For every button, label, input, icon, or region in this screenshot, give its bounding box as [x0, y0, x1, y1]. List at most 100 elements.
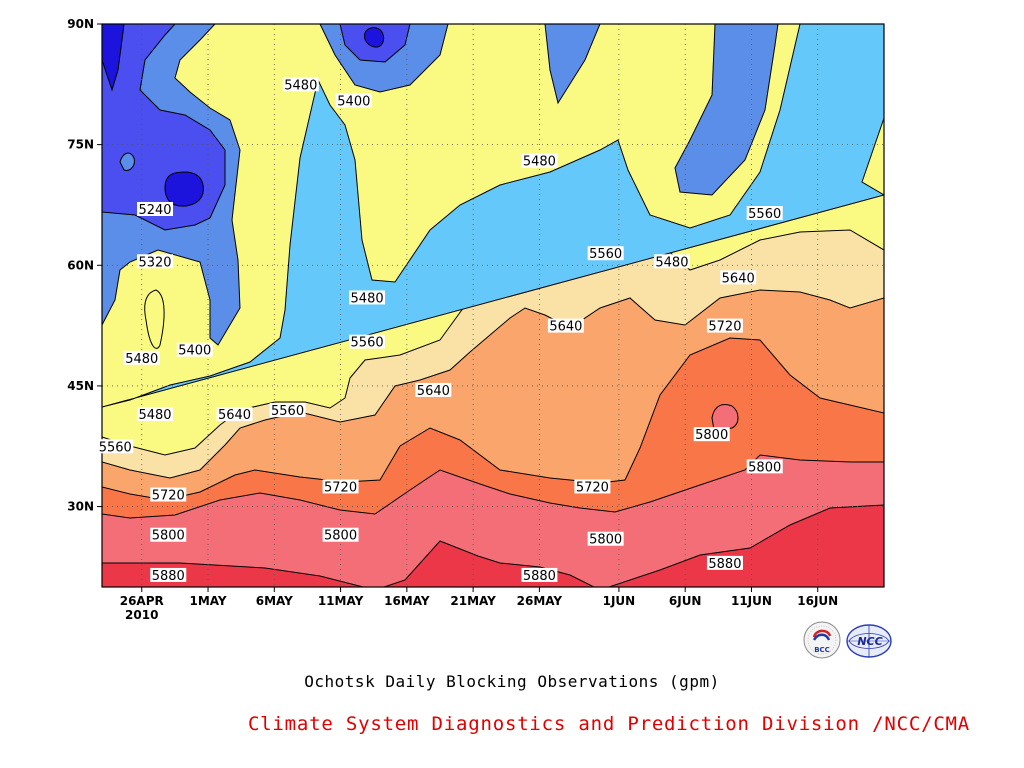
x-year-label: 2010	[125, 608, 158, 622]
contour-label-box	[547, 318, 584, 333]
contour-label: 5800	[150, 527, 187, 544]
small-5320-patch	[119, 152, 135, 171]
contour-label: 5480	[653, 254, 690, 270]
contour-label: 5720	[574, 479, 611, 495]
contour-label: 5640	[720, 270, 757, 286]
region-5320-5400-top-right	[544, 24, 601, 105]
contour-label: 5640	[216, 407, 253, 423]
contour-label-text: 5720	[324, 480, 357, 495]
contour-label-box	[706, 318, 743, 333]
contour-label: 5800	[587, 531, 624, 548]
contour-label-text: 5480	[655, 255, 688, 270]
x-tick-label: 21MAY	[450, 594, 496, 608]
band-below-5240-topleft	[102, 24, 125, 92]
contour-label-box	[746, 459, 783, 474]
x-tick-label: 26MAY	[517, 594, 563, 608]
contour-label-text: 5480	[125, 352, 158, 367]
contour-label-box	[150, 567, 187, 582]
contour-label-box	[282, 77, 319, 92]
y-tick-label: 45N	[67, 379, 94, 393]
x-tick-label: 1JUN	[603, 594, 636, 608]
contour-label-text: 5880	[708, 557, 741, 572]
contour-label: 5560	[587, 246, 624, 262]
contour-label-text: 5880	[152, 569, 185, 584]
contour-label-text: 5560	[99, 440, 132, 455]
contour-label-box	[706, 555, 743, 570]
contour-label-text: 5320	[138, 255, 171, 270]
contour-label-text: 5720	[576, 480, 609, 495]
contour-label-text: 5640	[722, 271, 755, 286]
contour-label-text: 5400	[337, 94, 370, 109]
contour-label-box	[335, 93, 372, 108]
contour-label-box	[693, 427, 730, 442]
x-tick-label: 6MAY	[256, 594, 293, 608]
contour-label-text: 5720	[152, 489, 185, 504]
contour-label-box	[97, 439, 134, 454]
contour-label: 5560	[97, 439, 134, 455]
plot-frame	[101, 23, 885, 588]
contour-label: 5880	[521, 567, 558, 584]
bcc-logo: BCC	[803, 621, 841, 659]
y-tick-label: 75N	[67, 138, 94, 152]
y-tick-label: 30N	[67, 500, 94, 514]
y-tick-label: 60N	[67, 258, 94, 272]
contour-label: 5480	[282, 77, 319, 93]
contour-label-box	[587, 531, 624, 546]
x-tick-label: 1MAY	[189, 594, 226, 608]
x-tick-label: 26APR	[120, 594, 164, 608]
x-tick-label: 6JUN	[669, 594, 702, 608]
x-tick-label: 11JUN	[731, 594, 772, 608]
contour-label: 5880	[706, 555, 743, 572]
contour-label-box	[269, 403, 306, 418]
contour-label-box	[587, 246, 624, 261]
contour-label-text: 5800	[152, 529, 185, 544]
contour-label-box	[521, 567, 558, 582]
band-5400-5480	[102, 24, 884, 408]
contour-label-text: 5400	[178, 344, 211, 359]
x-tick-label: 11MAY	[318, 594, 364, 608]
contour-label: 5480	[521, 153, 558, 170]
contour-label-box	[123, 350, 160, 365]
contour-label: 5560	[349, 334, 386, 351]
x-axis: 26APR 1MAY 6MAY 11MAY 16MAY 21MAY 26MAY 1JUN 6JU…	[120, 587, 838, 622]
contour-label: 5880	[150, 567, 187, 584]
contour-label-text: 5800	[695, 428, 728, 443]
contour-label-text: 5560	[748, 207, 781, 222]
ncc-logo: NCC	[846, 624, 892, 658]
contour-fill-bands	[102, 24, 884, 587]
contour-label-text: 5800	[748, 460, 781, 475]
contour-label: 5800	[746, 459, 783, 475]
contour-label-box	[137, 254, 174, 269]
contour-label-text: 5640	[218, 408, 251, 423]
contour-label-text: 5720	[708, 320, 741, 335]
contour-label-box	[349, 290, 386, 305]
contour-label-box	[349, 334, 386, 349]
contour-label-box	[521, 153, 558, 168]
island-5800-right	[711, 404, 739, 431]
contour-label-box	[176, 342, 213, 357]
credit-line: Climate System Diagnostics and Predictio…	[247, 713, 971, 735]
band-below-5240-center	[164, 171, 204, 207]
contour-label-text: 5560	[351, 336, 384, 351]
svg-text:NCC: NCC	[857, 635, 882, 648]
svg-text:BCC: BCC	[814, 646, 830, 654]
contour-label-text: 5640	[417, 384, 450, 399]
contour-label-box	[746, 206, 783, 221]
contour-label: 5800	[322, 527, 359, 544]
contour-label: 5640	[547, 318, 584, 335]
band-below-5240-small	[364, 27, 385, 48]
contour-label: 5480	[349, 290, 386, 306]
contour-label-text: 5880	[523, 569, 556, 584]
x-tick-label: 16JUN	[797, 594, 838, 608]
contour-label: 5560	[746, 206, 783, 222]
contour-label-text: 5560	[271, 404, 304, 419]
contour-label-box	[150, 527, 187, 542]
contour-label-text: 5560	[589, 247, 622, 262]
contour-label: 5800	[693, 427, 730, 443]
contour-label-text: 5640	[549, 320, 582, 335]
contour-label: 5480	[137, 407, 174, 423]
contour-label: 5480	[123, 350, 160, 367]
contour-label-box	[150, 487, 187, 502]
y-axis: 30N 45N 60N 75N 90N	[67, 17, 102, 514]
